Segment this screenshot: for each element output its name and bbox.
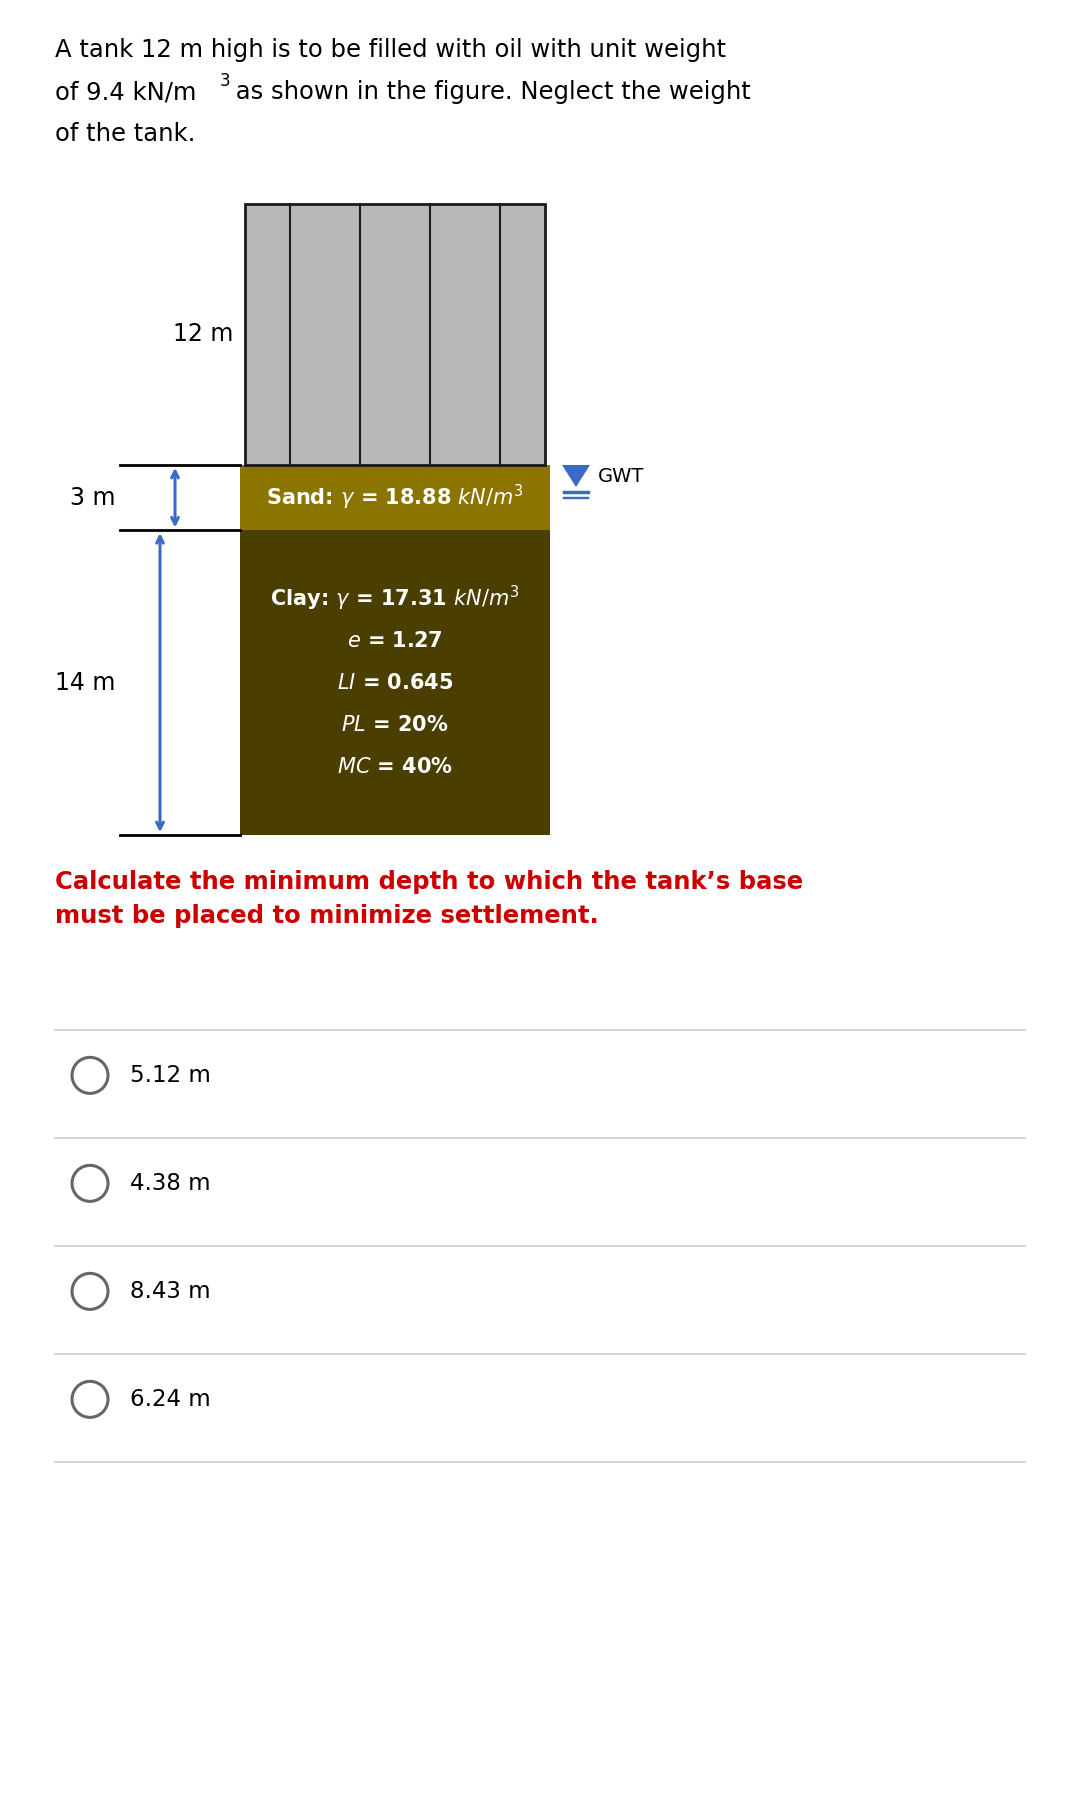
- Text: $e$ = 1.27: $e$ = 1.27: [347, 631, 443, 651]
- Text: 5.12 m: 5.12 m: [130, 1064, 211, 1088]
- Text: A tank 12 m high is to be filled with oil with unit weight: A tank 12 m high is to be filled with oi…: [55, 38, 726, 62]
- Bar: [240, 531, 550, 835]
- Text: as shown in the figure. Neglect the weight: as shown in the figure. Neglect the weig…: [228, 80, 751, 104]
- Text: Sand: $\gamma$ = 18.88 $kN/m^3$: Sand: $\gamma$ = 18.88 $kN/m^3$: [266, 484, 524, 513]
- Text: 3: 3: [220, 73, 231, 89]
- Text: of 9.4 kN/m: of 9.4 kN/m: [55, 80, 197, 104]
- Text: 6.24 m: 6.24 m: [130, 1388, 211, 1412]
- Text: Calculate the minimum depth to which the tank’s base
must be placed to minimize : Calculate the minimum depth to which the…: [55, 869, 804, 928]
- Text: 3 m: 3 m: [69, 486, 114, 509]
- Polygon shape: [562, 466, 590, 487]
- Text: $PL$ = 20%: $PL$ = 20%: [341, 715, 449, 735]
- Text: 14 m: 14 m: [55, 671, 114, 695]
- Bar: [240, 466, 550, 531]
- Text: 12 m: 12 m: [173, 322, 233, 346]
- Text: $LI$ = 0.645: $LI$ = 0.645: [337, 673, 454, 693]
- Text: of the tank.: of the tank.: [55, 122, 195, 146]
- Text: $MC$ = 40%: $MC$ = 40%: [337, 757, 453, 777]
- Text: 4.38 m: 4.38 m: [130, 1171, 211, 1195]
- Text: GWT: GWT: [598, 466, 645, 486]
- Text: Clay: $\gamma$ = 17.31 $kN/m^3$: Clay: $\gamma$ = 17.31 $kN/m^3$: [270, 584, 519, 613]
- Bar: [245, 204, 545, 466]
- Text: 8.43 m: 8.43 m: [130, 1281, 211, 1302]
